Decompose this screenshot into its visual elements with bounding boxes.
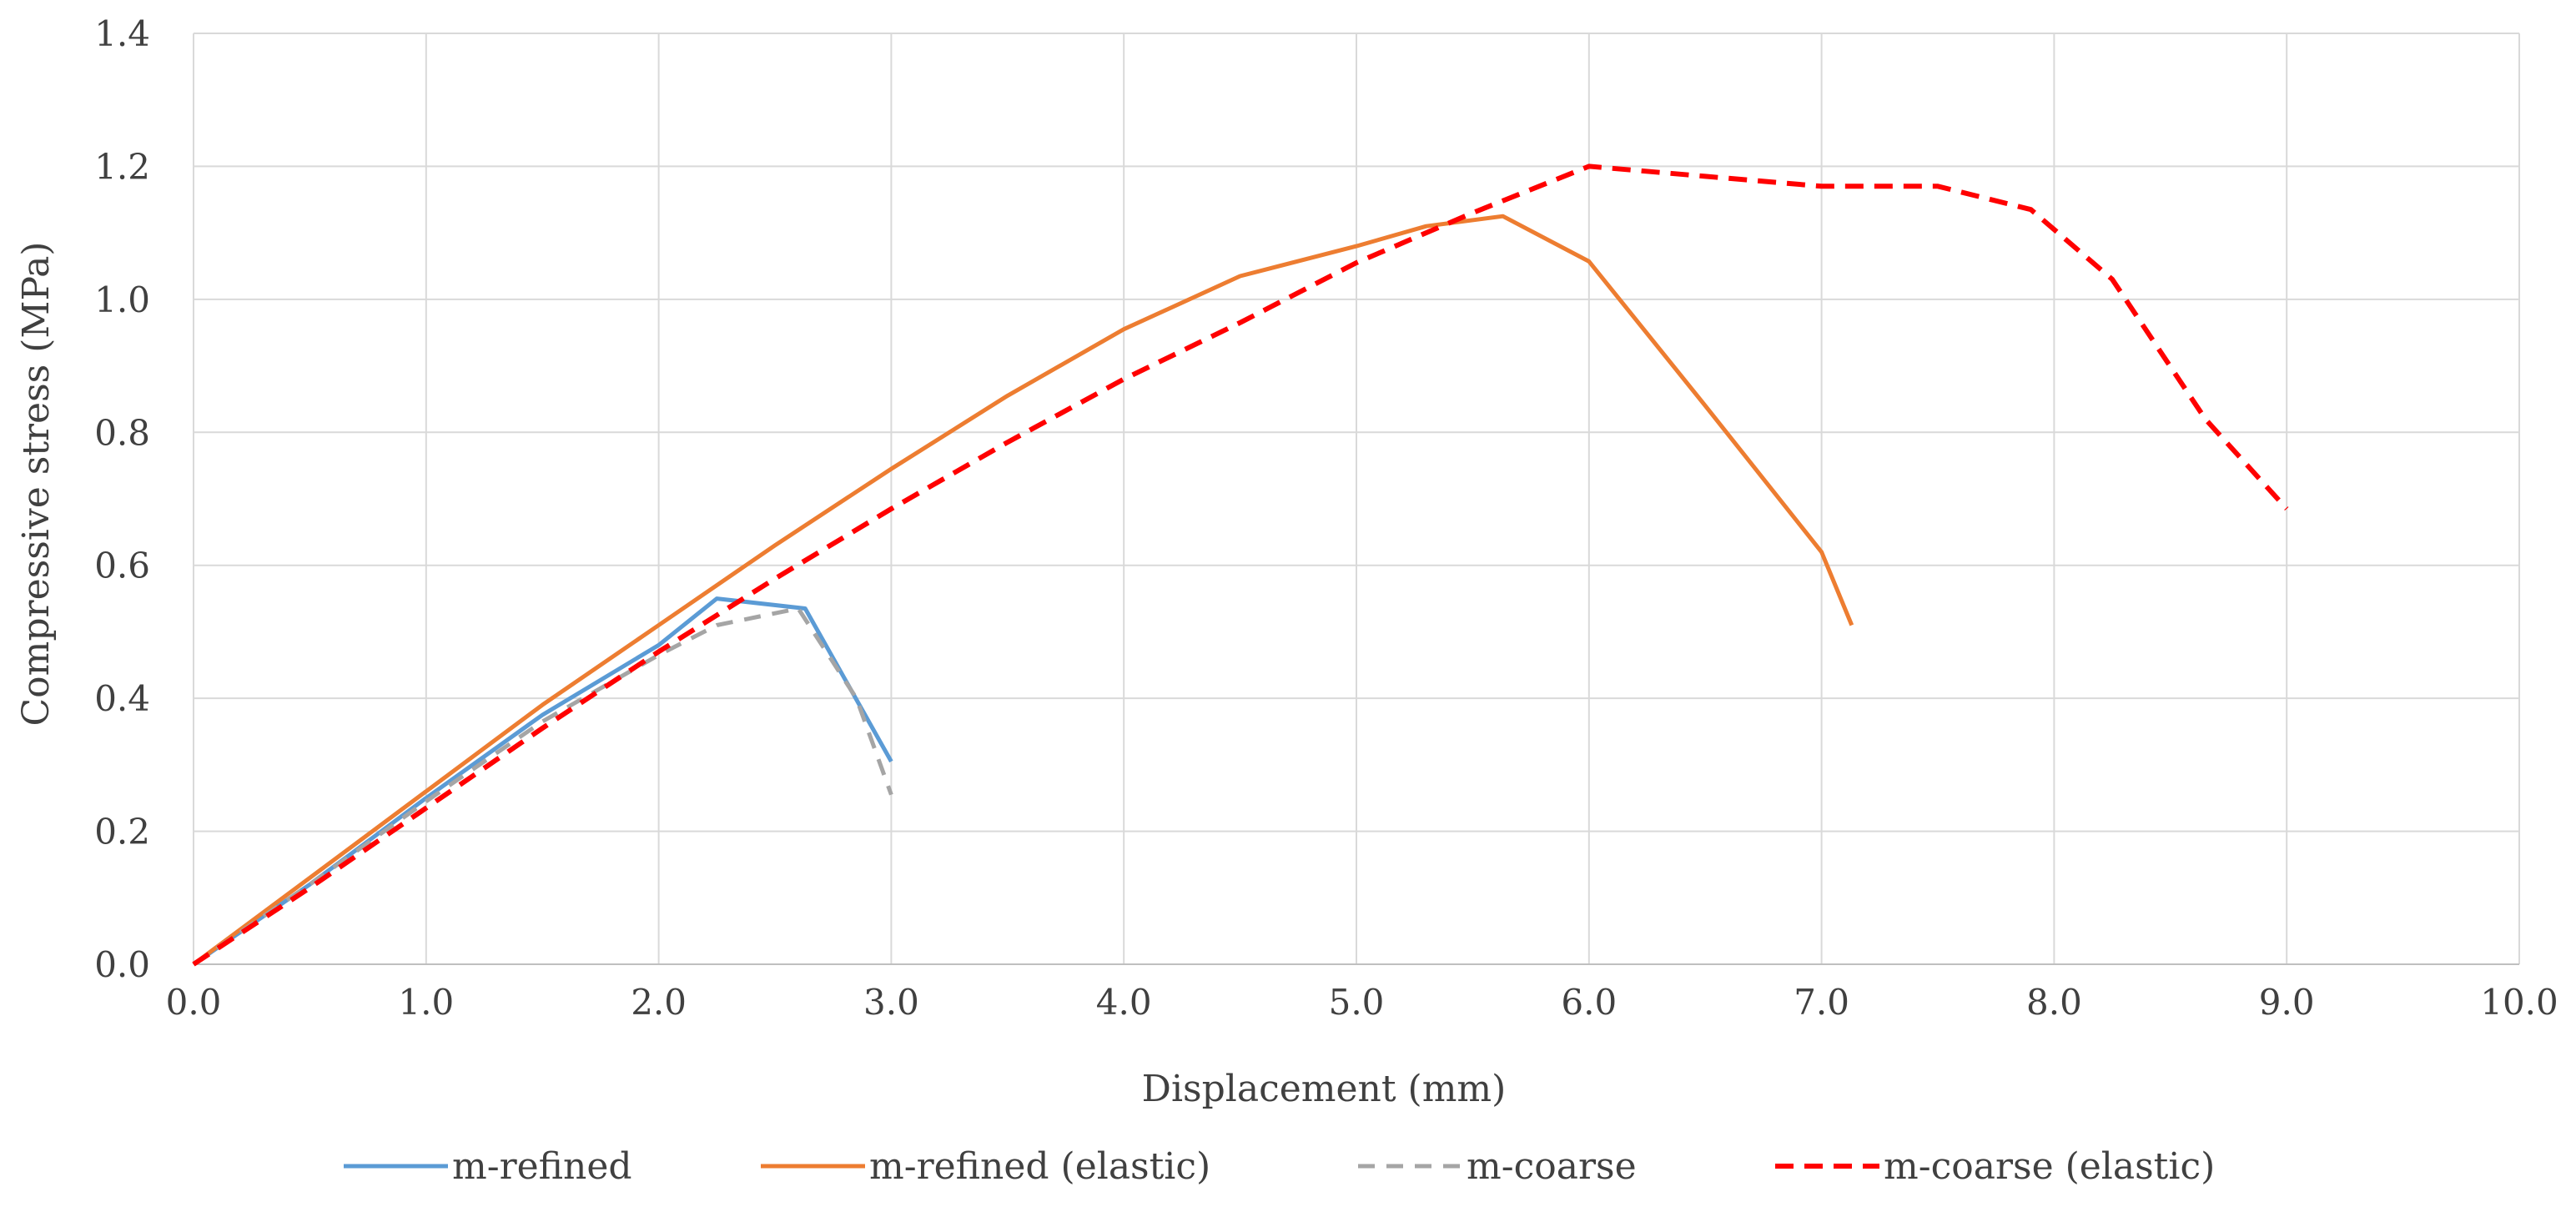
series-line-2 [192, 606, 893, 967]
x-axis-label: Displacement (mm) [1142, 1068, 1507, 1110]
x-tick-label: 0.0 [166, 982, 222, 1023]
x-tick-label: 8.0 [2026, 982, 2082, 1023]
y-tick-label: 0.2 [94, 812, 150, 852]
x-tick-label: 5.0 [1329, 982, 1385, 1023]
series-lines [192, 163, 2289, 967]
y-tick-label: 1.4 [94, 13, 150, 54]
x-tick-label: 6.0 [1561, 982, 1617, 1023]
y-tick-label: 0.6 [94, 546, 150, 586]
x-tick-label: 7.0 [1794, 982, 1849, 1023]
series-line-1 [192, 214, 1854, 967]
x-tick-label: 10.0 [2480, 982, 2558, 1023]
legend-label: m-refined (elastic) [869, 1145, 1210, 1188]
y-tick-label: 1.2 [94, 146, 150, 187]
legend-label: m-coarse [1467, 1145, 1637, 1188]
x-tick-label: 4.0 [1096, 982, 1152, 1023]
x-tick-label: 9.0 [2259, 982, 2315, 1023]
legend-label: m-coarse (elastic) [1884, 1145, 2215, 1188]
y-tick-label: 1.0 [94, 279, 150, 320]
y-tick-label: 0.8 [94, 412, 150, 453]
tick-labels: 0.0 1.0 2.0 3.0 4.0 5.0 6.0 7.0 8.0 9.0 10.0 0.0 0.2… [94, 13, 2558, 1023]
y-axis-label: Compressive stress (MPa) [15, 242, 58, 727]
legend-label: m-refined [452, 1145, 632, 1188]
y-tick-label: 0.4 [94, 678, 150, 719]
x-tick-label: 1.0 [398, 982, 454, 1023]
legend: m-refined m-refined (elastic) m-coarse m-co… [344, 1145, 2215, 1188]
x-tick-label: 3.0 [863, 982, 919, 1023]
series-line-0 [192, 596, 893, 967]
y-tick-label: 0.0 [94, 944, 150, 985]
x-tick-label: 2.0 [631, 982, 687, 1023]
series-line-3 [192, 163, 2289, 967]
